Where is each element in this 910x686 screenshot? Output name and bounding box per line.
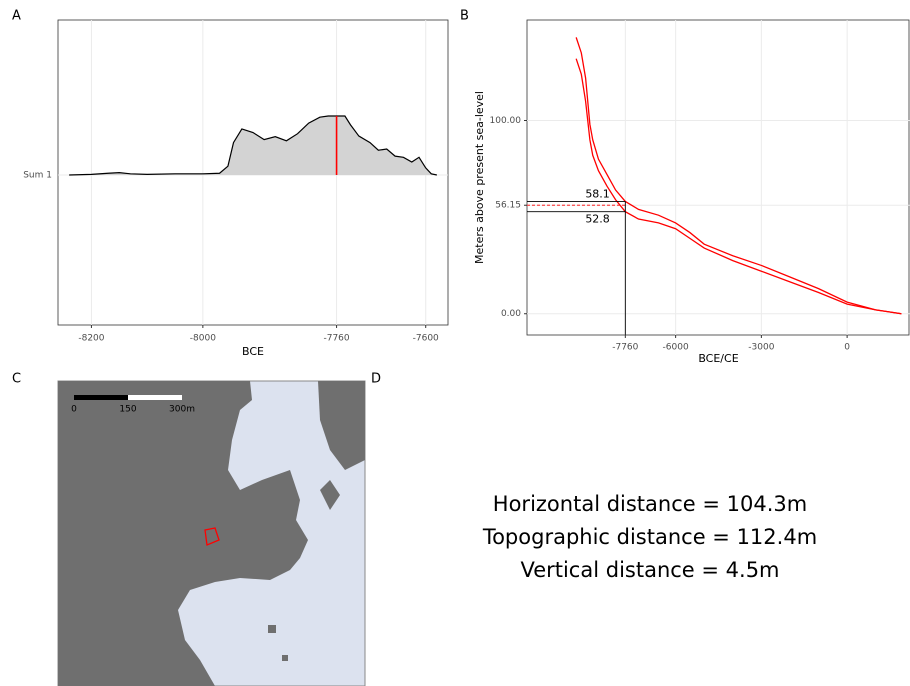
distance-text: Horizontal distance = 104.3m: [493, 492, 807, 516]
land: [318, 381, 365, 470]
scale-bar: [74, 395, 128, 400]
scale-label: 300m: [169, 405, 195, 415]
panel-letter: C: [12, 372, 21, 387]
y-tick-label: 0.00: [501, 309, 521, 319]
x-tick-label: -8200: [78, 334, 104, 344]
plot-border: [526, 19, 910, 336]
distance-text: Topographic distance = 112.4m: [482, 525, 817, 549]
x-tick-label: -7760: [612, 343, 638, 353]
x-tick-label: -3000: [748, 343, 774, 353]
y-tick-label: 100.00: [490, 116, 522, 126]
land: [268, 480, 340, 661]
scale-label: 150: [119, 405, 136, 415]
distance-text: Vertical distance = 4.5m: [520, 558, 779, 582]
sea-level-line: [575, 58, 902, 315]
site-outline: [204, 527, 220, 546]
annotation: 52.8: [585, 213, 610, 226]
land: [58, 381, 308, 686]
x-tick-label: -6000: [663, 343, 689, 353]
y-tick-label: 56.15: [495, 201, 521, 211]
plot-border: [57, 19, 449, 326]
y-axis-title: Meters above present sea-level: [473, 91, 486, 264]
x-axis-title: BCE: [242, 345, 264, 358]
panel-letter: A: [12, 9, 21, 24]
x-tick-label: -8000: [190, 334, 216, 344]
map: 0 150 300m: [57, 380, 366, 686]
annotation: 58.1: [585, 187, 610, 200]
x-tick-label: -7760: [323, 334, 349, 344]
density-line: [69, 115, 437, 176]
panel-letter: B: [460, 9, 469, 24]
x-tick-label: 0: [844, 343, 850, 353]
panel-letter: D: [371, 372, 381, 387]
sea-level-line: [575, 37, 902, 315]
x-axis-title: BCE/CE: [698, 352, 738, 365]
scale-bar: [128, 395, 182, 400]
scale-label: 0: [71, 405, 77, 415]
x-tick-label: -7600: [413, 334, 439, 344]
y-tick-label: Sum 1: [23, 171, 52, 181]
density-area: [69, 116, 437, 175]
